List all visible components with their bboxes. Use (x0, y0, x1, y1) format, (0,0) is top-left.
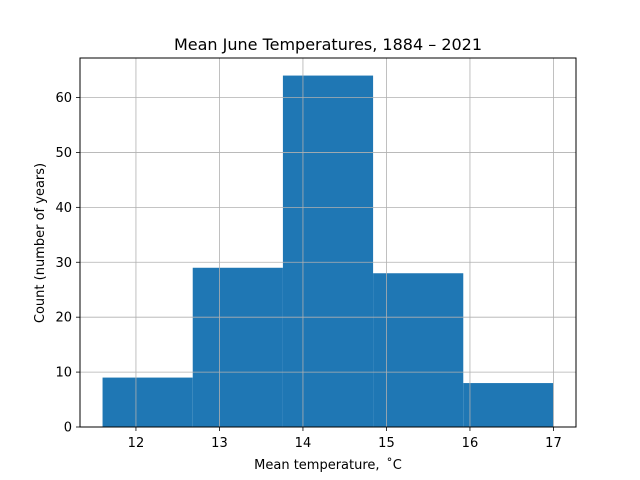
x-tick-label: 13 (211, 436, 228, 451)
x-tick-label: 12 (128, 436, 145, 451)
histogram-bar-1 (102, 377, 193, 427)
y-tick-label: 20 (55, 311, 72, 326)
y-tick-label: 60 (55, 91, 72, 106)
y-tick-label: 10 (55, 366, 72, 381)
y-axis-label: Count (number of years) (33, 163, 48, 323)
y-tick-label: 50 (55, 146, 72, 161)
y-tick-label: 0 (64, 421, 72, 436)
x-tick-label: 16 (462, 436, 479, 451)
histogram-bar-5 (463, 383, 554, 427)
x-tick-label: 15 (378, 436, 395, 451)
y-tick-label: 30 (55, 256, 72, 271)
axes-frame (79, 57, 577, 428)
chart-title: Mean June Temperatures, 1884 – 2021 (174, 35, 482, 54)
x-tick-label: 14 (295, 436, 312, 451)
histogram-bar-4 (373, 273, 464, 427)
histogram-bar-2 (192, 267, 283, 427)
x-axis-label: Mean temperature, ˚C (254, 457, 402, 473)
ticks: 12 13 14 15 16 17 0 10 20 30 40 50 60 (55, 91, 561, 451)
x-tick-label: 17 (545, 436, 562, 451)
histogram-bar-3 (282, 75, 374, 427)
bars (102, 75, 554, 427)
y-tick-label: 40 (55, 201, 72, 216)
